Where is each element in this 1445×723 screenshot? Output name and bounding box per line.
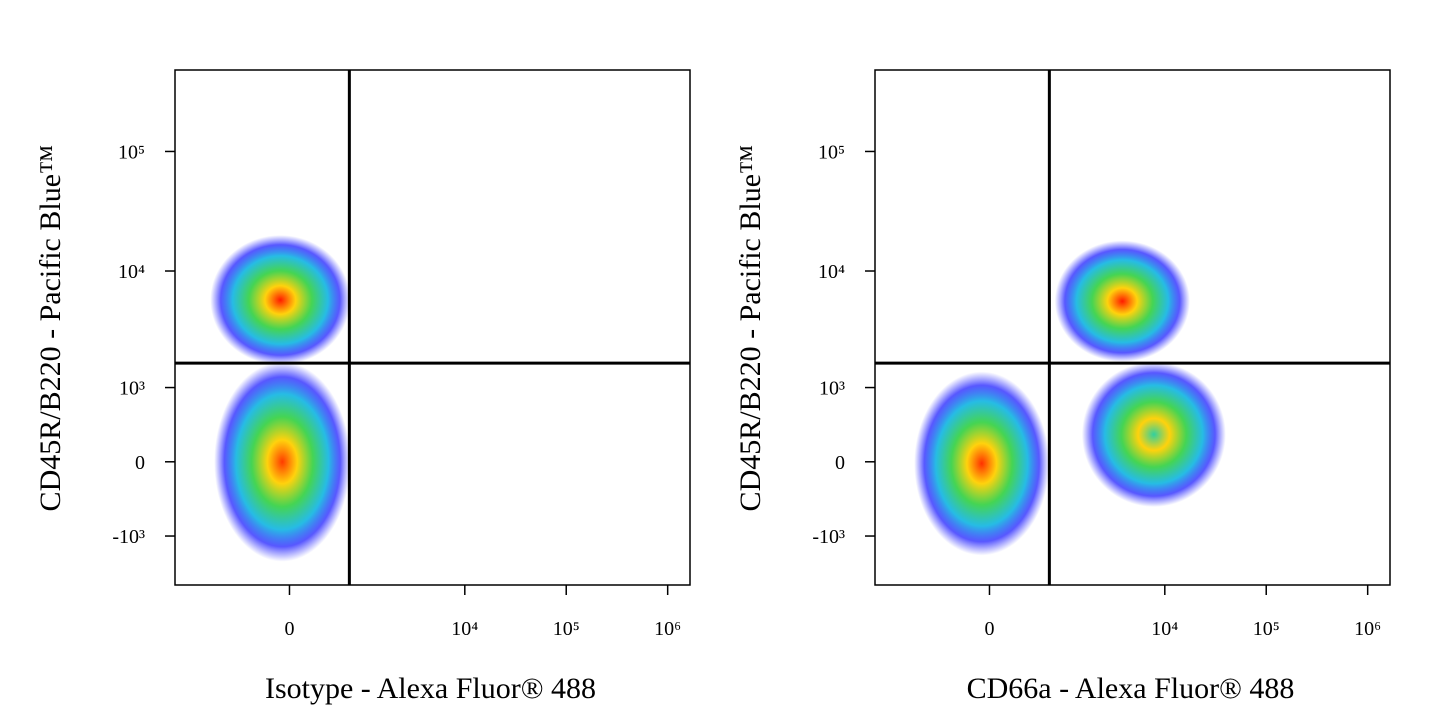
x-tick-label: 10⁵ [553,618,580,640]
plot-frame [874,69,1391,586]
population [1054,240,1190,362]
x-tick-label: 0 [984,618,994,640]
x-axis-label: CD66a - Alexa Fluor® 488 [967,672,1295,705]
y-axis-label: CD45R/B220 - Pacific Blue™ [34,145,67,512]
y-axis-label: CD45R/B220 - Pacific Blue™ [734,145,767,512]
y-tick-label: 0 [835,452,845,474]
y-tick-label: 10⁵ [818,141,845,163]
population [214,361,351,562]
y-tick-label: 0 [135,452,145,474]
plot-frame [174,69,691,586]
y-tick-label: 10⁵ [118,141,145,163]
y-tick-label: 10⁴ [118,261,145,283]
y-tick-label: 10³ [119,378,145,400]
population [914,371,1050,556]
y-tick-label: -10³ [112,526,145,548]
x-tick-label: 10⁶ [1354,618,1381,640]
y-tick-label: 10⁴ [818,261,845,283]
x-tick-label: 0 [284,618,294,640]
x-tick-label: 10⁶ [654,618,681,640]
population [1081,361,1226,507]
x-tick-label: 10⁴ [1151,618,1178,640]
y-tick-label: -10³ [812,526,845,548]
population [210,235,351,365]
y-tick-label: 10³ [819,378,845,400]
plot [914,240,1226,556]
x-axis-label: Isotype - Alexa Fluor® 488 [265,672,596,705]
plot [210,235,351,562]
x-tick-label: 10⁴ [451,618,478,640]
x-tick-label: 10⁵ [1253,618,1280,640]
